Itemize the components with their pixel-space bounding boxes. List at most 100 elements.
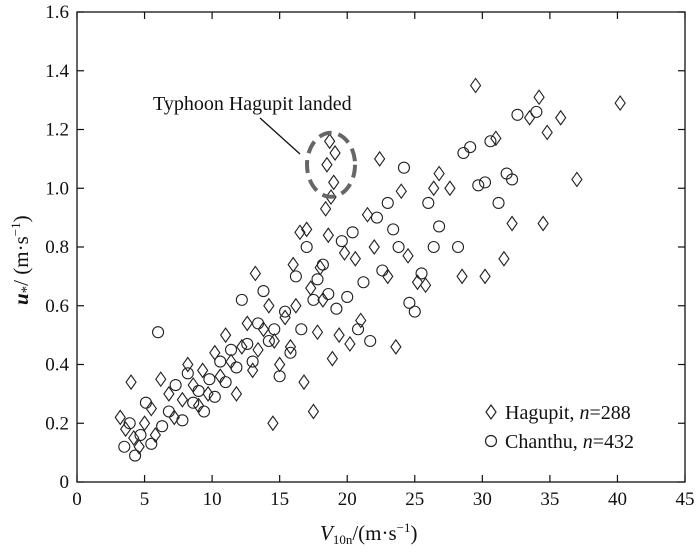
point-hagupit — [307, 403, 320, 420]
annotation-highlight-ellipse — [305, 130, 358, 199]
point-hagupit — [279, 309, 291, 326]
x-axis-title: V10n/(m·s−1) — [320, 520, 418, 547]
point-hagupit — [402, 247, 414, 264]
point-chanthu — [484, 135, 497, 148]
point-chanthu — [268, 323, 281, 336]
point-chanthu — [364, 334, 377, 348]
point-hagupit — [119, 421, 132, 438]
point-chanthu — [464, 141, 477, 154]
x-tick-label: 15 — [270, 489, 289, 510]
point-chanthu — [392, 240, 405, 254]
point-hagupit — [390, 338, 402, 355]
y-tick-label: 0.6 — [45, 296, 69, 317]
y-tick-label: 0.8 — [45, 237, 69, 258]
point-chanthu — [118, 440, 131, 453]
point-hagupit — [249, 265, 262, 282]
point-hagupit — [284, 338, 297, 355]
y-tick-label: 1.0 — [45, 178, 69, 199]
point-hagupit — [344, 335, 356, 352]
y-tick-label: 1.2 — [45, 120, 69, 141]
point-hagupit — [541, 124, 553, 141]
point-chanthu — [262, 334, 275, 348]
point-chanthu — [169, 379, 182, 392]
point-hagupit — [182, 356, 194, 373]
point-hagupit — [257, 321, 270, 338]
point-hagupit — [456, 268, 468, 285]
point-chanthu — [129, 449, 142, 462]
data-marks — [114, 77, 626, 462]
legend-label-hagupit: Hagupit, n=288 — [505, 402, 631, 424]
point-hagupit — [163, 385, 175, 402]
point-hagupit — [333, 327, 345, 344]
point-hagupit — [571, 171, 583, 188]
point-hagupit — [114, 409, 126, 426]
point-hagupit — [219, 327, 232, 344]
y-tick-label: 0 — [60, 472, 70, 493]
point-chanthu — [273, 370, 286, 383]
point-chanthu — [311, 273, 324, 286]
point-hagupit — [319, 200, 332, 217]
point-chanthu — [219, 376, 232, 389]
point-chanthu — [139, 396, 152, 409]
point-hagupit — [368, 239, 380, 255]
point-hagupit — [411, 274, 424, 291]
point-hagupit — [537, 215, 549, 232]
point-hagupit — [533, 89, 545, 106]
x-tick-label: 5 — [140, 489, 150, 510]
point-hagupit — [168, 409, 180, 426]
point-chanthu — [123, 417, 136, 430]
annotation-leader-line — [259, 117, 301, 155]
point-chanthu — [335, 235, 348, 248]
point-hagupit — [236, 338, 248, 355]
point-chanthu — [451, 240, 465, 254]
point-hagupit — [267, 415, 279, 432]
point-hagupit — [395, 183, 407, 200]
point-chanthu — [176, 414, 189, 427]
x-tick-label: 30 — [473, 489, 492, 510]
point-chanthu — [257, 285, 270, 298]
point-hagupit — [322, 227, 334, 244]
point-chanthu — [316, 258, 329, 271]
point-hagupit — [273, 356, 286, 373]
plot-area — [114, 77, 626, 462]
point-chanthu — [251, 317, 265, 330]
point-chanthu — [433, 220, 446, 233]
point-chanthu — [357, 276, 370, 289]
point-chanthu — [192, 384, 205, 397]
point-chanthu — [511, 108, 524, 121]
point-hagupit — [149, 427, 162, 443]
point-hagupit — [263, 297, 275, 314]
point-hagupit — [338, 244, 351, 261]
point-hagupit — [614, 95, 626, 112]
point-chanthu — [246, 355, 259, 368]
point-chanthu — [472, 179, 485, 192]
point-hagupit — [252, 341, 264, 358]
point-hagupit — [479, 268, 491, 285]
point-hagupit — [241, 315, 253, 332]
y-axis: 0 0.2 0.4 0.6 0.8 1.0 1.2 1.4 1.6 — [45, 2, 685, 493]
point-hagupit — [202, 385, 214, 402]
x-axis: 0 5 10 15 20 25 30 35 40 45 — [72, 12, 695, 510]
x-tick-label: 35 — [540, 489, 559, 510]
point-chanthu — [492, 196, 505, 209]
point-chanthu — [376, 264, 389, 277]
point-hagupit — [321, 156, 333, 173]
point-hagupit — [355, 312, 367, 329]
point-hagupit — [133, 438, 145, 455]
y-axis-title: u*/ (m·s−1) — [8, 215, 35, 305]
point-chanthu — [181, 367, 194, 380]
x-tick-label: 25 — [405, 489, 424, 510]
point-chanthu — [145, 437, 158, 450]
point-chanthu — [427, 240, 440, 254]
point-chanthu — [341, 290, 354, 303]
point-chanthu — [289, 270, 302, 283]
point-chanthu — [279, 305, 292, 318]
point-hagupit — [361, 206, 374, 223]
point-hagupit — [373, 150, 386, 167]
x-tick-label: 40 — [608, 489, 627, 510]
legend: Hagupit, n=288 Chanthu, n=432 — [484, 402, 634, 453]
point-hagupit — [311, 324, 324, 341]
point-hagupit — [506, 215, 518, 232]
y-tick-label: 1.6 — [45, 2, 69, 23]
point-chanthu — [403, 296, 416, 309]
